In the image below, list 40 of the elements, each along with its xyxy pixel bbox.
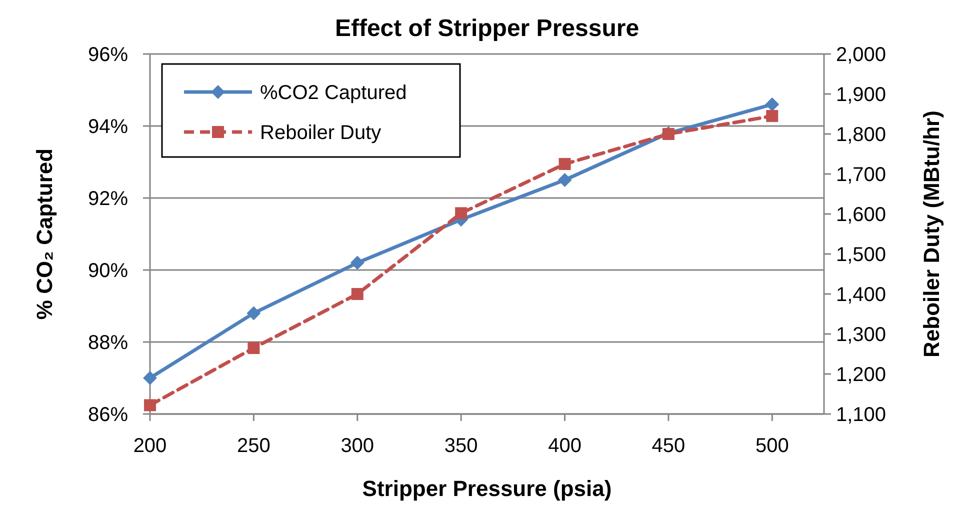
point xyxy=(248,342,260,354)
y-tick-label: 94% xyxy=(88,116,128,138)
x-tick-label: 400 xyxy=(548,435,582,457)
y2-tick-label: 1,400 xyxy=(836,284,886,306)
legend-label: %CO2 Captured xyxy=(260,82,407,104)
y2-tick-label: 1,200 xyxy=(836,364,886,386)
point xyxy=(350,256,364,270)
y2-tick-label: 2,000 xyxy=(836,44,886,66)
y2-tick-label: 1,300 xyxy=(836,324,886,346)
y-tick-label: 90% xyxy=(88,260,128,282)
point xyxy=(351,288,364,300)
point xyxy=(558,158,571,170)
y2-tick-label: 1,800 xyxy=(836,124,886,146)
y2-tick-label: 1,700 xyxy=(836,164,886,186)
y-axis-title: % CO₂ Captured xyxy=(32,148,57,320)
legend-label: Reboiler Duty xyxy=(260,122,382,144)
x-tick-label: 350 xyxy=(444,435,478,457)
chart-title: Effect of Stripper Pressure xyxy=(334,15,640,42)
point xyxy=(558,173,572,187)
x-tick-label: 450 xyxy=(652,435,686,457)
x-tick-label: 250 xyxy=(237,435,270,457)
y-tick-label: 92% xyxy=(88,188,128,210)
y-tick-label: 86% xyxy=(88,404,128,426)
point xyxy=(455,207,468,220)
y2-tick-label: 1,600 xyxy=(836,204,886,226)
y2-tick-label: 1,900 xyxy=(836,84,886,106)
point xyxy=(765,97,780,112)
y2-axis-title: Reboiler Duty (MBtu/hr) xyxy=(919,110,944,358)
y-tick-label: 88% xyxy=(88,332,128,354)
y2-tick-label: 1,500 xyxy=(836,244,886,266)
point xyxy=(144,399,156,412)
y-tick-label: 96% xyxy=(88,44,128,66)
point xyxy=(143,371,157,385)
point xyxy=(766,110,778,122)
y2-tick-label: 1,100 xyxy=(836,404,886,426)
point xyxy=(246,306,261,320)
x-tick-label: 500 xyxy=(755,435,789,457)
x-tick-label: 300 xyxy=(340,435,374,457)
x-tick-label: 200 xyxy=(133,435,167,457)
x-axis-title: Stripper Pressure (psia) xyxy=(362,476,612,501)
